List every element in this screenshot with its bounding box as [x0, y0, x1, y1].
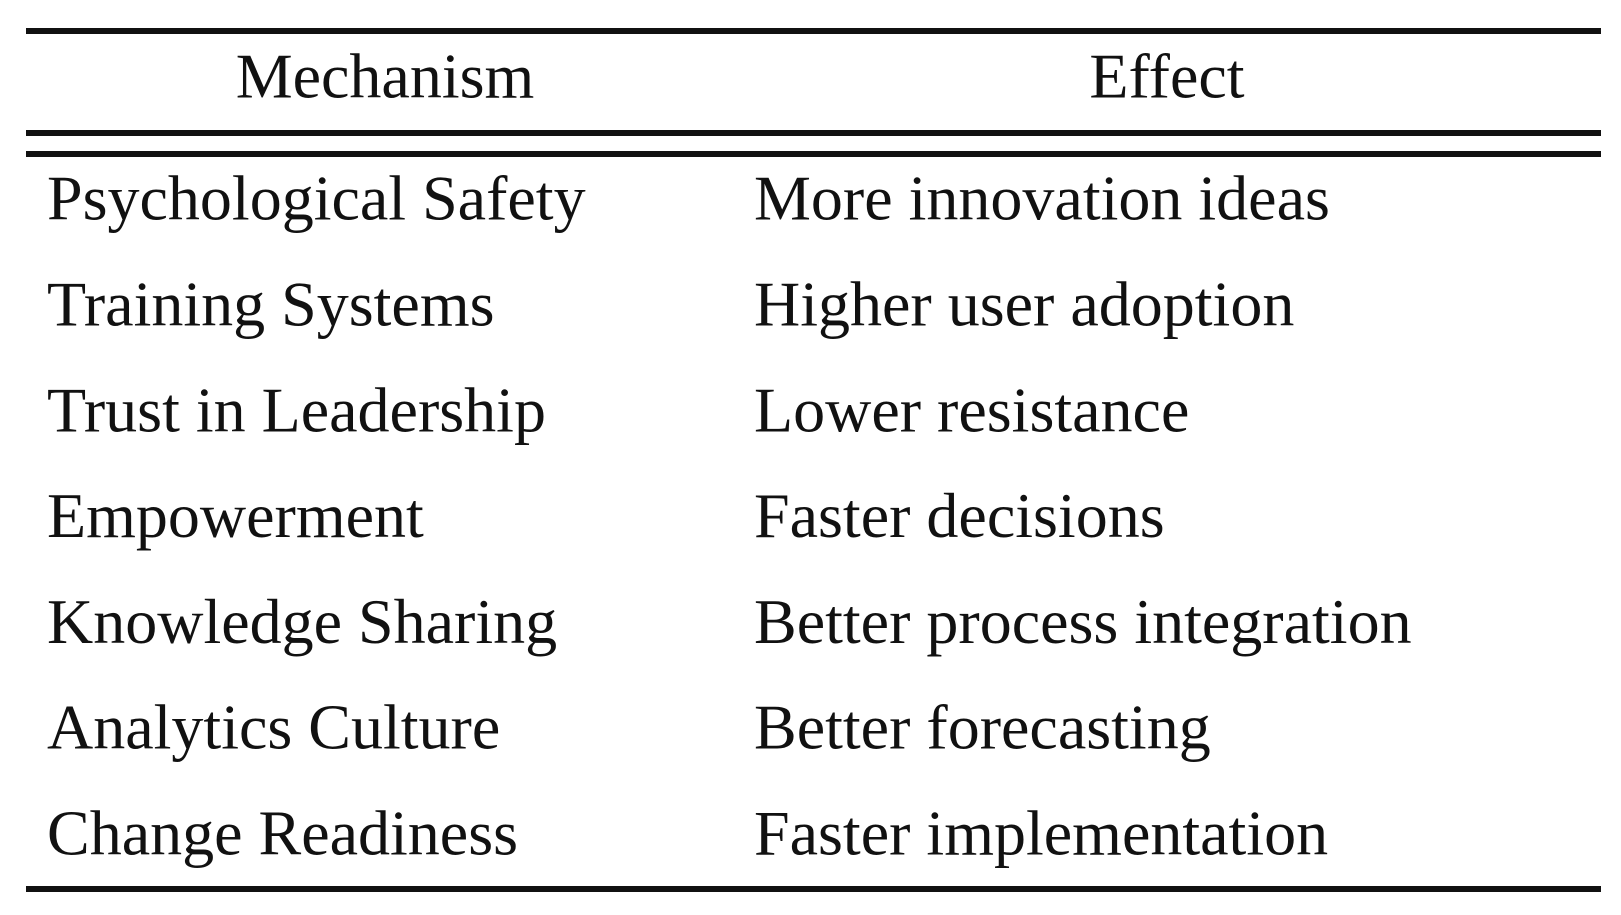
mechanism-cell: Change Readiness: [47, 797, 518, 868]
mechanism-cell: Empowerment: [47, 480, 424, 551]
effect-cell: Faster decisions: [754, 480, 1165, 551]
mechanism-cell: Training Systems: [47, 268, 495, 339]
column-header: Mechanism: [236, 41, 535, 112]
mechanism-cell: Psychological Safety: [47, 163, 586, 234]
mechanism-cell: Analytics Culture: [47, 692, 500, 763]
column-header: Effect: [1089, 41, 1244, 112]
effect-cell: Faster implementation: [754, 797, 1328, 868]
effect-cell: Lower resistance: [754, 374, 1189, 445]
effect-cell: Better forecasting: [754, 692, 1211, 763]
effect-cell: Better process integration: [754, 586, 1412, 657]
effect-cell: More innovation ideas: [754, 163, 1330, 234]
mechanism-cell: Trust in Leadership: [47, 374, 546, 445]
mechanism-cell: Knowledge Sharing: [47, 586, 557, 657]
effect-cell: Higher user adoption: [754, 268, 1294, 339]
